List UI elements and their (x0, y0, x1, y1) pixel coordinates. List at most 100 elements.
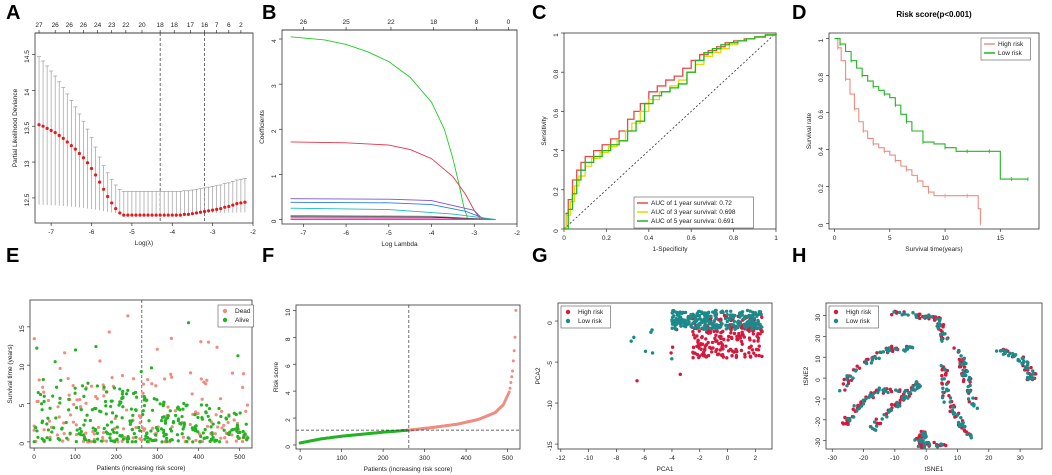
patient-point-alive (84, 387, 88, 391)
pca-point-high (702, 348, 707, 352)
x-tick-label: 10 (954, 455, 962, 462)
patient-point-alive (50, 430, 54, 434)
patient-point-dead (216, 425, 220, 429)
pca-point-low (712, 311, 717, 315)
pca-point-low (702, 311, 707, 315)
pca-point-low (746, 324, 751, 328)
tsne-point-low (948, 400, 952, 404)
pca-point-low (700, 326, 704, 330)
pca-point-high (760, 315, 764, 319)
x-tick-label: -8 (613, 455, 619, 462)
tsne-point-low (941, 390, 945, 394)
patient-point-dead (110, 376, 114, 380)
panel-label-c: C (532, 2, 546, 24)
risk-point-high (514, 308, 518, 312)
top-tick-label: 16 (201, 22, 209, 29)
patient-point-alive (115, 437, 119, 441)
patient-point-alive (155, 398, 159, 402)
tsne-point-low (894, 347, 899, 352)
risk-point-high (507, 390, 511, 394)
pca-point-high (734, 354, 739, 358)
panel-b: -7 -6 -5 -4 -3 -2 0 1 2 3 4 Log Lambda Coefficients 2… (259, 19, 520, 248)
tsne-point-low (869, 361, 874, 365)
pca-point-high (715, 329, 719, 334)
patient-point-dead (220, 426, 224, 430)
pca-point-high (710, 350, 714, 354)
patient-point-alive (182, 401, 186, 406)
y-tick-label: 0.8 (818, 73, 825, 82)
tsne-point-low (945, 337, 949, 341)
patient-point-alive (138, 429, 142, 433)
patient-point-alive (236, 354, 240, 358)
y-tick-label: 0 (818, 223, 825, 227)
patient-point-dead (139, 438, 144, 442)
pca-point-low (696, 326, 701, 330)
patient-point-alive (213, 439, 218, 443)
patient-point-alive (67, 397, 71, 401)
top-tick-label: 27 (35, 22, 43, 29)
y-tick-label: 0.6 (553, 109, 560, 118)
pca-point-high (747, 329, 751, 333)
x-tick-label: -6 (641, 455, 647, 462)
patient-point-alive (162, 428, 166, 432)
risk-point-high (512, 349, 516, 353)
patient-point-dead (223, 436, 227, 440)
legend-label: Low risk (846, 318, 871, 325)
patient-point-alive (128, 422, 132, 426)
y-tick-label: 14 (24, 88, 31, 96)
panel-label-h: H (792, 245, 806, 267)
x-tick-label: 200 (111, 454, 122, 461)
pca-point-high (691, 351, 696, 355)
patient-point-dead (55, 433, 59, 437)
tsne-point-low (886, 410, 891, 414)
patient-point-alive (154, 433, 158, 437)
y-tick-label: -30 (815, 438, 822, 448)
top-tick-label: 18 (430, 19, 438, 26)
tsne-point-low (864, 360, 868, 365)
patient-point-alive (35, 346, 39, 350)
patient-point-dead (63, 351, 67, 355)
patient-point-dead (220, 409, 224, 413)
pca-point-high (730, 349, 735, 353)
patient-point-alive (73, 386, 77, 390)
pca-point-low (730, 315, 734, 319)
patient-point-alive (80, 384, 85, 388)
patient-point-alive (121, 396, 125, 400)
deviance-point (186, 212, 191, 216)
y-tick-label: 0 (553, 229, 560, 233)
deviance-point (194, 211, 199, 215)
tsne-point-low (939, 363, 943, 368)
patient-point-dead (244, 409, 248, 413)
patient-point-alive (181, 427, 185, 431)
patient-point-dead (154, 384, 158, 388)
patient-point-alive (42, 399, 46, 404)
pca-point-low (724, 327, 729, 331)
deviance-point (198, 210, 203, 214)
pca-point-high (699, 347, 703, 352)
pca-point-low (749, 318, 753, 322)
y-tick-label: 10 (815, 355, 822, 363)
y-axis-label: Coefficients (259, 109, 266, 144)
patient-point-dead (137, 414, 142, 418)
tsne-point-low (940, 377, 944, 381)
tsne-point-low (887, 346, 891, 350)
y-axis-label: Survival rate (806, 113, 813, 150)
pca-point-low (705, 313, 710, 317)
panel-label-a: A (6, 2, 20, 24)
patient-point-alive (203, 427, 207, 432)
pca-point-high (747, 351, 751, 355)
tsne-point-low (874, 424, 879, 428)
tsne-point-high (877, 421, 881, 426)
deviance-point (227, 204, 231, 209)
x-axis-label: Patients (increasing risk score) (97, 465, 186, 472)
pca-point-low (693, 326, 697, 330)
patient-point-alive (125, 440, 130, 444)
patient-point-alive (46, 428, 50, 432)
pca-point-low (737, 322, 742, 327)
pca-point-low (693, 318, 697, 322)
patient-point-dead (120, 373, 125, 378)
deviance-point (114, 207, 118, 211)
pca-point-low (674, 321, 679, 325)
tsne-point-low (969, 434, 973, 438)
tsne-point-low (940, 339, 944, 343)
